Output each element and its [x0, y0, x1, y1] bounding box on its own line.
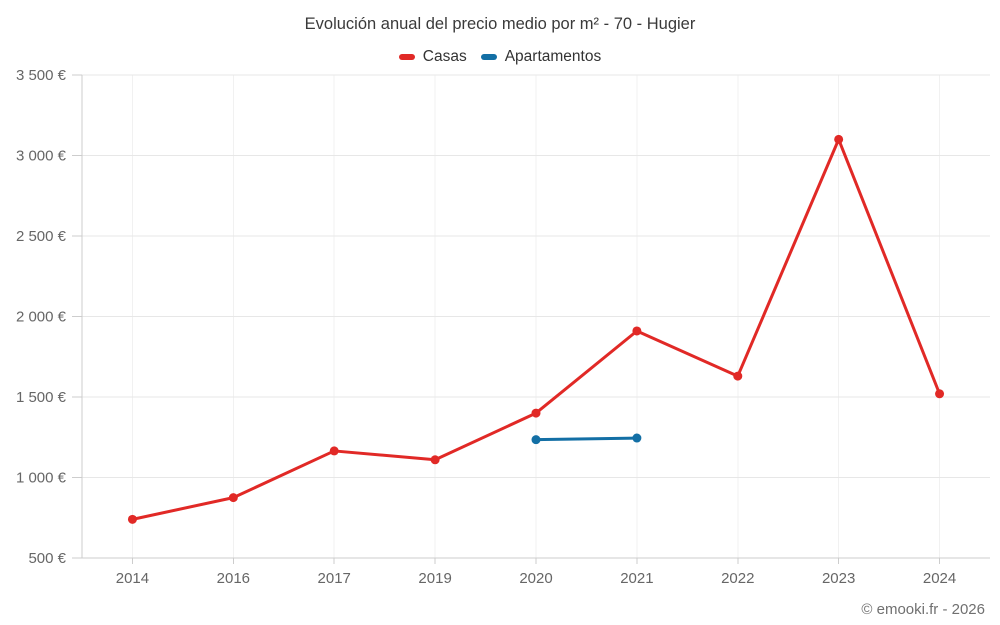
y-axis-label-500: 500 €	[28, 550, 66, 567]
point-apartamentos-2021[interactable]	[632, 433, 642, 443]
point-casas-2016[interactable]	[228, 493, 238, 503]
y-axis-label-1000: 1 000 €	[16, 470, 67, 487]
x-axis-label-2022: 2022	[721, 570, 754, 587]
legend-marker-apartamentos	[480, 54, 497, 60]
x-axis-label-2019: 2019	[418, 570, 451, 587]
point-casas-2022[interactable]	[733, 371, 743, 381]
y-axis-label-1500: 1 500 €	[16, 389, 67, 406]
x-axis-label-2023: 2023	[822, 570, 855, 587]
point-casas-2020[interactable]	[531, 408, 541, 418]
chart-title: Evolución anual del precio medio por m² …	[304, 15, 696, 33]
y-axis-label-3000: 3 000 €	[16, 148, 67, 165]
x-axis-label-2016: 2016	[217, 570, 250, 587]
point-casas-2017[interactable]	[329, 446, 339, 456]
chart-legend: Casas Apartamentos	[0, 45, 1000, 69]
chart-credits[interactable]: © emooki.fr - 2026	[861, 601, 985, 618]
x-axis-label-2024: 2024	[923, 570, 956, 587]
series-line-apartamentos	[534, 436, 639, 442]
y-axis-label-2000: 2 000 €	[16, 309, 67, 326]
legend-item-apartamentos[interactable]: Apartamentos	[480, 48, 602, 66]
point-casas-2021[interactable]	[632, 326, 642, 336]
point-apartamentos-2020[interactable]	[531, 435, 541, 445]
legend-label-apartamentos: Apartamentos	[504, 48, 602, 65]
legend-label-casas: Casas	[422, 48, 467, 65]
x-axis-label-2021: 2021	[620, 570, 653, 587]
y-axis-label-2500: 2 500 €	[16, 228, 67, 245]
x-axis-label-2017: 2017	[318, 570, 351, 587]
point-casas-2023[interactable]	[834, 134, 844, 144]
legend-marker-casas	[398, 54, 415, 60]
legend-item-casas[interactable]: Casas	[398, 48, 467, 66]
x-axis-label-2014: 2014	[116, 570, 149, 587]
point-casas-2024[interactable]	[935, 389, 945, 399]
point-casas-2019[interactable]	[430, 455, 440, 465]
y-axis-label-3500: 3 500 €	[16, 67, 67, 84]
x-axis-label-2020: 2020	[519, 570, 552, 587]
point-casas-2014[interactable]	[127, 514, 137, 524]
